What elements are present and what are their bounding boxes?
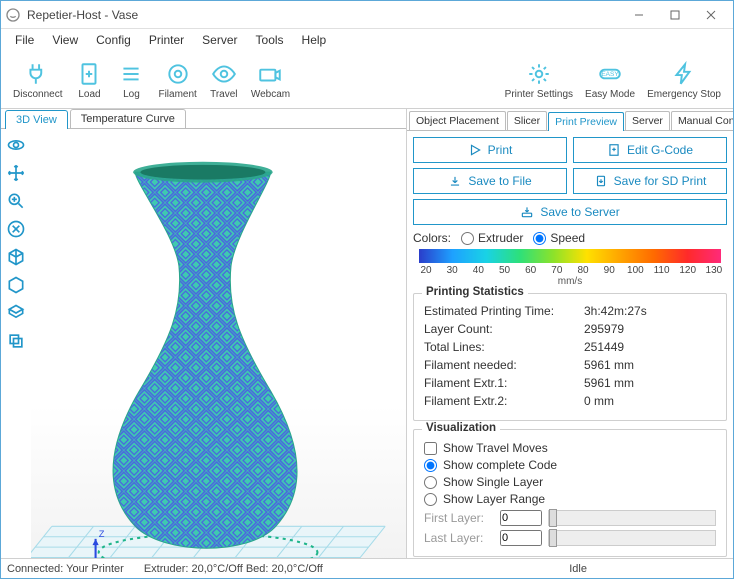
menu-bar: FileViewConfigPrinterServerToolsHelp <box>1 29 733 51</box>
tab-temperature-curve[interactable]: Temperature Curve <box>70 109 186 128</box>
menu-server[interactable]: Server <box>194 31 245 49</box>
stat-row: Layer Count:295979 <box>424 320 716 338</box>
menu-printer[interactable]: Printer <box>141 31 192 49</box>
emergency-stop-button[interactable]: Emergency Stop <box>641 58 727 102</box>
travel-icon <box>210 60 238 88</box>
maximize-button[interactable] <box>657 3 693 27</box>
colors-label: Colors: <box>413 231 451 245</box>
stat-row: Filament needed:5961 mm <box>424 356 716 374</box>
save-to-file-button[interactable]: Save to File <box>413 168 567 194</box>
stat-row: Filament Extr.2:0 mm <box>424 392 716 410</box>
disconnect-icon <box>24 60 52 88</box>
first-layer-input[interactable] <box>500 510 542 526</box>
tab-object-placement[interactable]: Object Placement <box>409 111 506 130</box>
show-travel-checkbox[interactable]: Show Travel Moves <box>424 441 716 455</box>
easy-mode-icon: EASY <box>596 60 624 88</box>
menu-help[interactable]: Help <box>294 31 335 49</box>
travel-button[interactable]: Travel <box>203 58 245 102</box>
save-for-sd-button[interactable]: Save for SD Print <box>573 168 727 194</box>
printer-settings-button[interactable]: Printer Settings <box>499 58 579 102</box>
tab-3d-view[interactable]: 3D View <box>5 110 68 129</box>
log-button[interactable]: Log <box>110 58 152 102</box>
speed-gradient <box>419 249 721 263</box>
load-icon <box>75 60 103 88</box>
svg-text:Z: Z <box>99 529 105 539</box>
easy-mode-button[interactable]: EASYEasy Mode <box>579 58 641 102</box>
close-button[interactable] <box>693 3 729 27</box>
svg-text:EASY: EASY <box>601 71 619 78</box>
status-idle: Idle <box>569 563 587 575</box>
speed-radio[interactable]: Speed <box>533 231 585 245</box>
last-layer-input[interactable] <box>500 530 542 546</box>
log-icon <box>117 60 145 88</box>
extruder-radio[interactable]: Extruder <box>461 231 523 245</box>
orbit-tool-icon[interactable] <box>4 133 28 157</box>
status-connected: Connected: Your Printer <box>7 563 124 575</box>
printing-statistics-group: Printing Statistics Estimated Printing T… <box>413 293 727 421</box>
iso-view-icon[interactable] <box>4 245 28 269</box>
menu-tools[interactable]: Tools <box>248 31 292 49</box>
menu-config[interactable]: Config <box>88 31 139 49</box>
last-layer-label: Last Layer: <box>424 531 494 545</box>
webcam-button[interactable]: Webcam <box>245 58 296 102</box>
title-bar: Repetier-Host - Vase <box>1 1 733 29</box>
first-layer-slider[interactable] <box>548 510 716 526</box>
filament-icon <box>164 60 192 88</box>
app-icon <box>5 7 21 23</box>
move-tool-icon[interactable] <box>4 161 28 185</box>
main-toolbar: DisconnectLoadLogFilamentTravelWebcam Pr… <box>1 51 733 109</box>
stat-row: Filament Extr.1:5961 mm <box>424 374 716 392</box>
3d-scene[interactable]: Z X Y <box>31 129 406 558</box>
stats-title: Printing Statistics <box>422 286 528 298</box>
top-view-icon[interactable] <box>4 301 28 325</box>
left-tabs: 3D ViewTemperature Curve <box>1 109 406 129</box>
window-title: Repetier-Host - Vase <box>27 8 621 22</box>
viewport-tools <box>1 129 31 558</box>
emergency-stop-icon <box>670 60 698 88</box>
edit-gcode-button[interactable]: Edit G-Code <box>573 137 727 163</box>
zoom-in-icon[interactable] <box>4 189 28 213</box>
webcam-icon <box>256 60 284 88</box>
print-button[interactable]: Print <box>413 137 567 163</box>
status-extruder: Extruder: 20,0°C/Off Bed: 20,0°C/Off <box>144 563 323 575</box>
stat-row: Estimated Printing Time:3h:42m:27s <box>424 302 716 320</box>
menu-view[interactable]: View <box>44 31 86 49</box>
save-to-server-button[interactable]: Save to Server <box>413 199 727 225</box>
last-layer-slider[interactable] <box>548 530 716 546</box>
visualization-group: Visualization Show Travel Moves Show com… <box>413 429 727 557</box>
printer-settings-icon <box>525 60 553 88</box>
minimize-button[interactable] <box>621 3 657 27</box>
first-layer-label: First Layer: <box>424 511 494 525</box>
menu-file[interactable]: File <box>7 31 42 49</box>
vis-title: Visualization <box>422 422 500 434</box>
load-button[interactable]: Load <box>68 58 110 102</box>
tab-print-preview[interactable]: Print Preview <box>548 112 624 131</box>
right-tabs: Object PlacementSlicerPrint PreviewServe… <box>407 109 733 131</box>
parallel-view-icon[interactable] <box>4 329 28 353</box>
show-range-radio[interactable]: Show Layer Range <box>424 492 716 506</box>
front-view-icon[interactable] <box>4 273 28 297</box>
filament-button[interactable]: Filament <box>152 58 202 102</box>
stat-row: Total Lines:251449 <box>424 338 716 356</box>
tab-slicer[interactable]: Slicer <box>507 111 547 130</box>
disconnect-button[interactable]: Disconnect <box>7 58 68 102</box>
tab-server[interactable]: Server <box>625 111 670 130</box>
tab-manual-control[interactable]: Manual Control <box>671 111 733 130</box>
speed-ticks: 2030405060708090100110120130 <box>415 265 725 276</box>
fit-view-icon[interactable] <box>4 217 28 241</box>
status-bar: Connected: Your Printer Extruder: 20,0°C… <box>1 558 733 578</box>
show-complete-radio[interactable]: Show complete Code <box>424 458 716 472</box>
show-single-radio[interactable]: Show Single Layer <box>424 475 716 489</box>
